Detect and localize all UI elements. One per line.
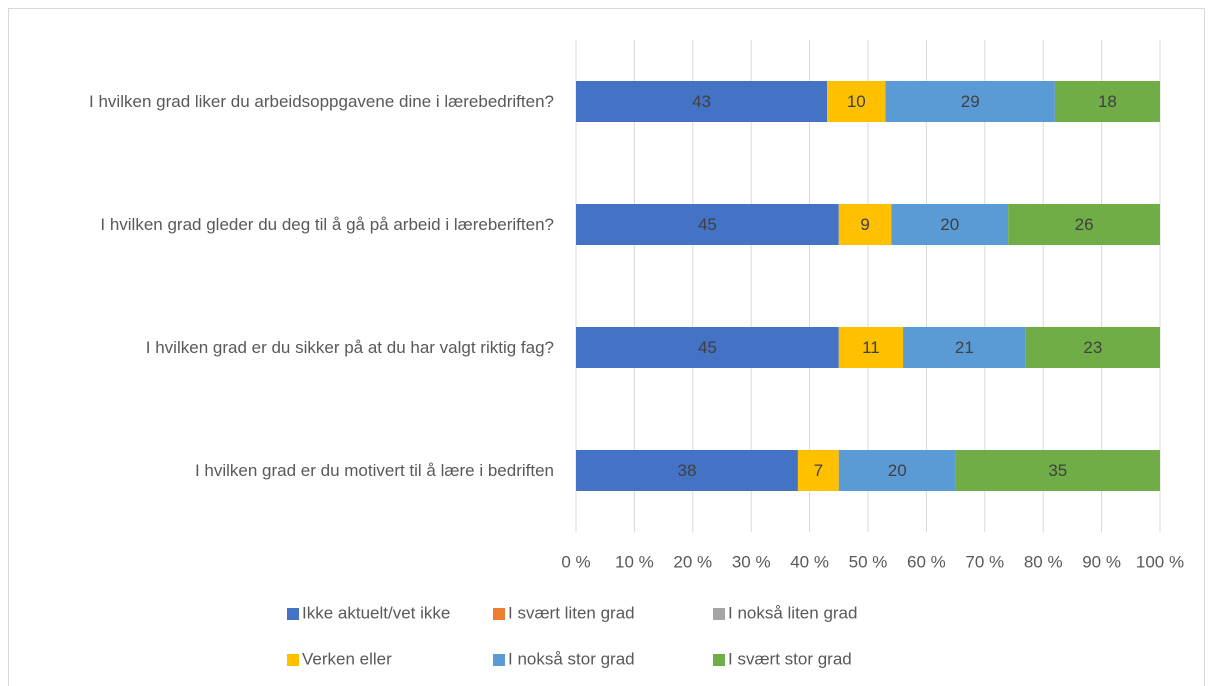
x-tick-label: 0 % bbox=[561, 552, 590, 571]
bar-segment bbox=[838, 450, 956, 491]
bar-segment bbox=[891, 204, 1009, 245]
x-tick-label: 20 % bbox=[673, 552, 712, 571]
category-text: I hvilken grad er du sikker på at du har… bbox=[145, 337, 554, 357]
legend-label: I nokså liten grad bbox=[728, 603, 857, 622]
data-label: 29 bbox=[961, 92, 980, 111]
x-tick-label: 40 % bbox=[790, 552, 829, 571]
x-tick-label: 90 % bbox=[1082, 552, 1121, 571]
x-tick-label: 60 % bbox=[907, 552, 946, 571]
category-label: I hvilken grad er du motivert til å lære… bbox=[0, 431, 554, 511]
data-label: 18 bbox=[1098, 92, 1117, 111]
chart-border bbox=[8, 8, 1205, 686]
data-label: 38 bbox=[677, 461, 696, 480]
bar-segment bbox=[576, 81, 828, 122]
legend-swatch bbox=[713, 608, 725, 620]
data-label: 35 bbox=[1048, 461, 1067, 480]
legend-swatch bbox=[493, 608, 505, 620]
category-text: I hvilken grad gleder du deg til å gå på… bbox=[100, 214, 554, 234]
bar-segment bbox=[576, 450, 798, 491]
bar-segment bbox=[1008, 204, 1160, 245]
category-label: I hvilken grad er du sikker på at du har… bbox=[0, 308, 554, 388]
category-text: I hvilken grad er du motivert til å lære… bbox=[194, 460, 554, 480]
bar-segment bbox=[1025, 327, 1160, 368]
bar-segment bbox=[1054, 81, 1160, 122]
data-label: 21 bbox=[955, 338, 974, 357]
category-label: I hvilken grad gleder du deg til å gå på… bbox=[0, 185, 554, 265]
bar-segment bbox=[838, 204, 892, 245]
bar-segment bbox=[576, 204, 839, 245]
x-tick-label: 30 % bbox=[732, 552, 771, 571]
legend-swatch bbox=[287, 654, 299, 666]
data-label: 9 bbox=[860, 215, 869, 234]
legend-label: I svært stor grad bbox=[728, 649, 852, 668]
category-text: I hvilken grad liker du arbeidsoppgavene… bbox=[89, 91, 554, 111]
legend-label: I nokså stor grad bbox=[508, 649, 635, 668]
data-label: 26 bbox=[1075, 215, 1094, 234]
data-label: 43 bbox=[692, 92, 711, 111]
x-tick-label: 70 % bbox=[965, 552, 1004, 571]
x-tick-label: 80 % bbox=[1024, 552, 1063, 571]
data-label: 45 bbox=[698, 215, 717, 234]
bar-segment bbox=[576, 327, 839, 368]
bar-segment bbox=[827, 81, 886, 122]
data-label: 23 bbox=[1083, 338, 1102, 357]
legend-label: Verken eller bbox=[302, 649, 392, 668]
category-label: I hvilken grad liker du arbeidsoppgavene… bbox=[0, 62, 554, 142]
data-label: 20 bbox=[940, 215, 959, 234]
legend-label: I svært liten grad bbox=[508, 603, 635, 622]
bar-segment bbox=[797, 450, 839, 491]
data-label: 11 bbox=[862, 338, 880, 357]
x-tick-label: 50 % bbox=[849, 552, 888, 571]
bar-segment bbox=[838, 327, 904, 368]
legend-swatch bbox=[493, 654, 505, 666]
data-label: 45 bbox=[698, 338, 717, 357]
legend-label: Ikke aktuelt/vet ikke bbox=[302, 603, 450, 622]
x-tick-label: 100 % bbox=[1136, 552, 1184, 571]
legend-swatch bbox=[287, 608, 299, 620]
legend-swatch bbox=[713, 654, 725, 666]
data-label: 10 bbox=[847, 92, 866, 111]
data-label: 20 bbox=[888, 461, 907, 480]
bar-segment bbox=[885, 81, 1055, 122]
data-label: 7 bbox=[814, 461, 823, 480]
x-tick-label: 10 % bbox=[615, 552, 654, 571]
bar-segment bbox=[955, 450, 1160, 491]
bar-segment bbox=[903, 327, 1026, 368]
